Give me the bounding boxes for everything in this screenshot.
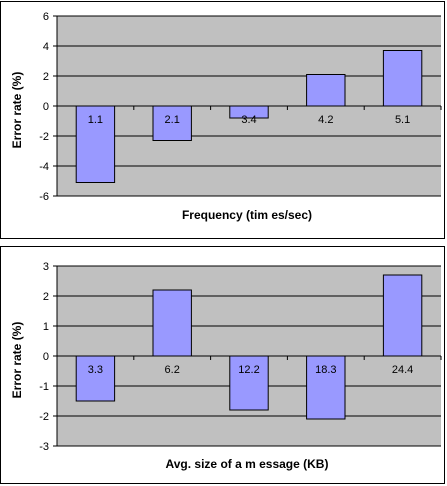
x-tick-label: 4.2 <box>318 114 333 126</box>
y-tick-label: 2 <box>43 291 49 303</box>
bar <box>75 105 116 183</box>
y-tick-label: 2 <box>43 71 49 83</box>
x-tick-label: 3.4 <box>241 114 256 126</box>
y-tick-label: 0 <box>43 101 49 113</box>
y-tick-label: 4 <box>43 41 49 53</box>
y-tick-label: -2 <box>39 411 49 423</box>
bar <box>152 289 192 357</box>
bar <box>306 74 346 107</box>
bar <box>229 355 269 411</box>
y-tick-label: -3 <box>39 441 49 453</box>
x-tick-label: 1.1 <box>88 114 103 126</box>
x-axis-title: Avg. size of a m essage (KB) <box>166 457 329 471</box>
y-tick-label: -4 <box>39 161 49 173</box>
y-tick-label: -6 <box>39 191 49 203</box>
x-tick-label: 12.2 <box>238 364 259 376</box>
x-tick-label: 6.2 <box>165 364 180 376</box>
bar <box>306 355 346 420</box>
y-tick-label: 3 <box>43 261 49 273</box>
bar <box>382 274 423 357</box>
y-tick-label: 6 <box>43 11 49 23</box>
y-tick-label: -2 <box>39 131 49 143</box>
bar <box>75 355 116 402</box>
x-tick-label: 2.1 <box>165 114 180 126</box>
chart-size: 3 2 1 0 -1 -2 -3 3.3 6.2 12.2 18.3 24.4 Avg. size of… <box>10 261 442 471</box>
x-tick-label: 5.1 <box>395 114 410 126</box>
x-tick-label: 24.4 <box>392 364 413 376</box>
y-tick-label: 0 <box>43 351 49 363</box>
bar <box>382 50 423 107</box>
y-axis-title: Error rate (%) <box>10 322 24 399</box>
bar <box>152 105 192 141</box>
x-tick-label: 3.3 <box>88 364 103 376</box>
y-tick-label: -1 <box>39 381 49 393</box>
y-tick-label: 1 <box>43 321 49 333</box>
x-axis-title: Frequency (tim es/sec) <box>182 208 312 222</box>
y-axis-title: Error rate (%) <box>10 72 24 149</box>
x-tick-label: 18.3 <box>315 364 336 376</box>
chart-freq: 6 4 2 0 -2 -4 -6 1.1 2.1 3.4 4.2 5.1 Frequency (tim … <box>10 11 442 222</box>
